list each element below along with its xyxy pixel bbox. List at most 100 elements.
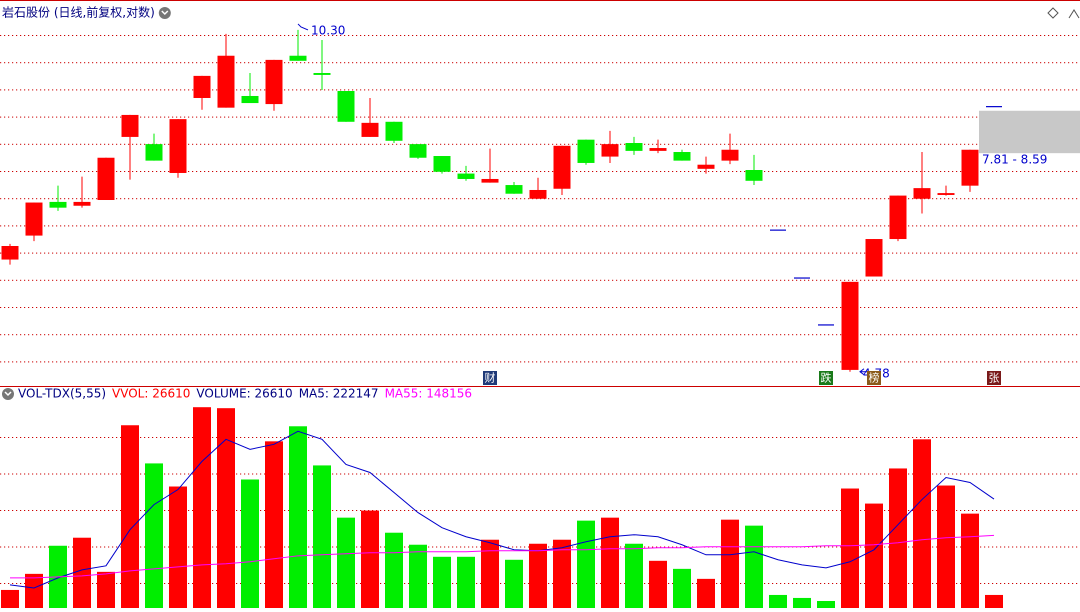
event-marker	[867, 371, 881, 385]
candle-body	[553, 145, 571, 189]
volume-bar	[169, 486, 187, 608]
candle-body	[337, 90, 355, 122]
candle-body	[841, 281, 859, 370]
candle-body	[97, 157, 115, 201]
volume-bar	[385, 532, 403, 608]
candle-body	[49, 201, 67, 208]
candle-body	[745, 170, 763, 181]
volume-bar	[289, 426, 307, 608]
volume-bar	[577, 520, 595, 608]
volume-bar	[1, 589, 19, 608]
candle-body	[457, 173, 475, 179]
volume-bar	[337, 517, 355, 608]
volume-bar	[721, 519, 739, 608]
volume-bar	[793, 597, 811, 608]
range-label: 7.81 - 8.59	[982, 153, 1047, 167]
volume-bar	[913, 439, 931, 608]
candle-body	[481, 178, 499, 183]
volume-bar	[361, 510, 379, 608]
candle-body	[361, 122, 379, 137]
ma-line	[10, 534, 995, 579]
diamond-icon[interactable]	[1047, 7, 1059, 19]
candle-body	[721, 149, 739, 161]
volume-bar	[649, 560, 667, 608]
high-label: 10.30	[311, 23, 345, 37]
candle-body	[265, 59, 283, 105]
candle-body	[1, 246, 19, 260]
candle-body	[385, 121, 403, 141]
candle-body	[889, 195, 907, 240]
volume-bar	[481, 539, 499, 608]
event-marker-label: 张	[989, 372, 1000, 385]
volume-bar	[985, 594, 1003, 608]
candle-body	[649, 148, 667, 151]
candle-body	[193, 75, 211, 98]
candle-body	[529, 189, 547, 199]
candle-body	[625, 143, 643, 151]
volume-bar	[625, 543, 643, 608]
menu-icon[interactable]	[158, 7, 171, 19]
candle-body	[913, 188, 931, 199]
event-marker-label: 跌	[821, 371, 832, 385]
chart-title: 岩石股份 (日线,前复权,对数)	[2, 5, 155, 20]
volume-bar	[505, 559, 523, 608]
volume-bar	[841, 488, 859, 608]
candle-body	[937, 193, 955, 195]
candle-body	[25, 202, 43, 236]
candle-body	[601, 144, 619, 157]
candle-body	[673, 152, 691, 161]
event-marker	[483, 371, 497, 385]
candle-body	[505, 185, 523, 194]
volume-bar	[697, 578, 715, 608]
candle-body	[409, 144, 427, 158]
volume-bar	[817, 600, 835, 608]
event-marker	[819, 371, 833, 385]
volume-bar	[553, 539, 571, 608]
volume-bar	[409, 544, 427, 608]
candle-body	[241, 95, 259, 104]
up-icon[interactable]	[1068, 9, 1080, 19]
candle-body	[697, 164, 715, 169]
candle-body	[73, 201, 91, 206]
menu-icon[interactable]	[2, 388, 14, 400]
candle-body	[289, 55, 307, 61]
volume-bar	[433, 556, 451, 608]
candle-body	[865, 239, 883, 277]
candle-body	[217, 55, 235, 108]
candle-body	[313, 73, 331, 75]
volume-bar	[865, 503, 883, 608]
event-marker-label: 榜	[869, 371, 880, 385]
volume-bar	[145, 463, 163, 608]
indicator-title: VOL-TDX(5,55)	[18, 387, 106, 401]
volume-bar	[673, 568, 691, 608]
volume-bar	[193, 407, 211, 608]
ma-line	[9, 430, 995, 589]
high-arrow	[297, 23, 309, 31]
volume-bar	[745, 525, 763, 608]
volume-bar	[961, 513, 979, 608]
volume-bar	[121, 425, 139, 608]
volume-bar	[97, 571, 115, 608]
volume-bar	[889, 468, 907, 608]
volume-bar	[601, 517, 619, 608]
volume-bar	[265, 441, 283, 608]
price-grid	[0, 30, 1080, 375]
candle-body	[145, 144, 163, 161]
event-marker	[987, 371, 1001, 385]
legend-entry: VOLUME: 26610	[196, 387, 292, 401]
volume-bar	[769, 594, 787, 608]
candle-body	[121, 114, 139, 137]
legend-entry: MA55: 148156	[385, 387, 473, 401]
event-marker-label: 财	[485, 371, 496, 385]
volume-bar	[25, 573, 43, 608]
candle-body	[169, 119, 187, 173]
candle-body	[577, 139, 595, 163]
volume-bar	[241, 479, 259, 608]
volume-bar	[217, 408, 235, 608]
volume-bar	[937, 485, 955, 608]
volume-bar	[313, 465, 331, 608]
candle-body	[433, 156, 451, 172]
range-box	[979, 110, 1080, 154]
